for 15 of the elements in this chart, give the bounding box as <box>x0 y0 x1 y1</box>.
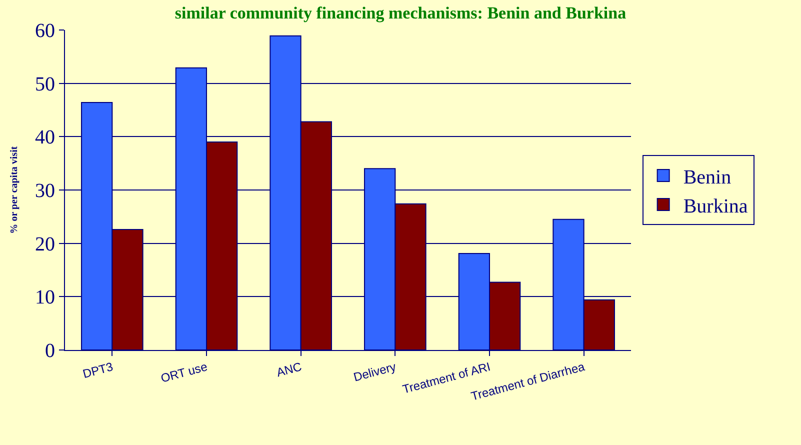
legend-label: Benin <box>683 166 732 188</box>
y-tick-label: 60 <box>35 20 55 42</box>
x-tick-label: DPT3 <box>81 359 115 382</box>
x-tick-label: Delivery <box>352 360 398 384</box>
x-tick-label: ANC <box>275 359 304 380</box>
y-tick-label: 50 <box>35 73 55 96</box>
x-tick-label: ORT use <box>159 359 210 386</box>
y-tick-label: 30 <box>35 180 55 202</box>
y-tick-label: 10 <box>35 286 55 309</box>
y-tick-label: 20 <box>35 233 55 256</box>
legend-label: Burkina <box>683 195 748 218</box>
y-axis-title: % or per capita visit <box>9 146 20 234</box>
y-tick-label: 0 <box>45 340 55 362</box>
chart-title: similar community financing mechanisms: Benin and Burkina <box>174 4 627 23</box>
y-tick-label: 40 <box>35 126 55 149</box>
